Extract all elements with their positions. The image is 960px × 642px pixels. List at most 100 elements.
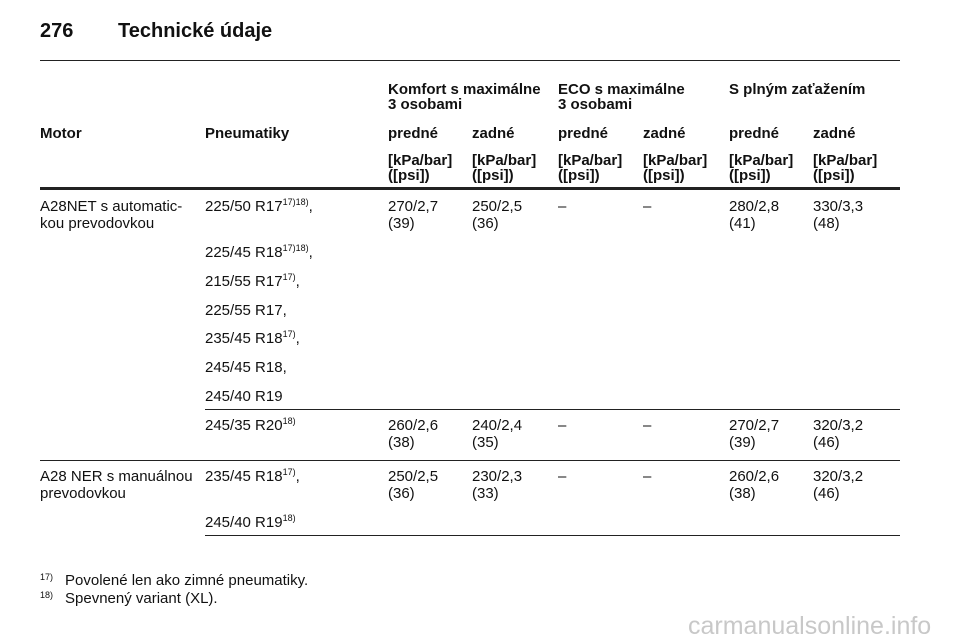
tire-text: 235/45 R18 [205, 468, 283, 485]
pressure-value: – [643, 417, 652, 434]
pressure-value: (35) [472, 434, 499, 451]
row-rule [40, 460, 900, 461]
tire-text: 245/45 R18, [205, 359, 287, 377]
tire-text: 245/40 R19 [205, 388, 283, 405]
row-rule [205, 409, 900, 410]
tire-text: 225/55 R17, [205, 301, 287, 319]
tire-suffix: , [308, 244, 313, 261]
motor: kou prevodovkou [40, 215, 155, 232]
pressure-value: (36) [472, 215, 499, 232]
page-title: Technické údaje [118, 20, 273, 42]
footnote-ref: 17) [282, 467, 296, 477]
column-header: zadné [472, 125, 515, 142]
column-header: zadné [643, 125, 686, 142]
tire-text: 245/35 R20 [205, 417, 283, 434]
unit-label: ([psi]) [388, 167, 430, 184]
group-header: 3 osobami [558, 96, 633, 113]
tire-size: 235/45 R1817), [205, 329, 300, 348]
column-header: predné [729, 125, 780, 142]
unit-label: [kPa/bar] [729, 152, 794, 169]
group-header: Komfort s maximálne [388, 81, 541, 98]
tire-text: 235/45 R18 [205, 330, 283, 348]
pressure-value: (46) [813, 434, 840, 451]
pressure-value: (46) [813, 485, 840, 502]
footnote-text: Povolené len ako zimné pneumatiky. [65, 572, 309, 589]
column-header: zadné [813, 125, 856, 142]
tire-size: 235/45 R1817), [205, 467, 300, 485]
pressure-value: (38) [729, 485, 756, 502]
watermark: carmanualsonline.info [688, 612, 932, 640]
pressure-value: 230/2,3 [472, 468, 523, 485]
tire-size: 245/35 R2018) [205, 416, 296, 434]
column-header: predné [558, 125, 609, 142]
pressure-value: (33) [472, 485, 499, 502]
motor: prevodovkou [40, 485, 126, 502]
table-header-rule [40, 187, 900, 190]
unit-label: [kPa/bar] [558, 152, 623, 169]
pressure-value: – [643, 198, 652, 215]
pressure-value: 260/2,6 [729, 468, 780, 485]
pressure-value: 320/3,2 [813, 417, 864, 434]
footnote-ref: 17)18) [282, 243, 309, 253]
pressure-value: – [643, 468, 652, 485]
unit-label: [kPa/bar] [643, 152, 708, 169]
column-header: Pneumatiky [205, 125, 290, 142]
pressure-value: (48) [813, 215, 840, 232]
pressure-value: (39) [729, 434, 756, 451]
row-rule [205, 535, 900, 536]
pressure-value: 240/2,4 [472, 417, 523, 434]
tire-text: 215/55 R17 [205, 272, 283, 290]
pressure-value: 320/3,2 [813, 468, 864, 485]
motor: A28 NER s manuálnou [40, 468, 193, 485]
footnote-text: Spevnený variant (XL). [65, 590, 218, 607]
tire-text: 225/45 R18 [205, 244, 283, 261]
unit-label: ([psi]) [472, 167, 514, 184]
footnote-ref: 17)18) [282, 197, 309, 207]
pressure-value: (38) [388, 434, 415, 451]
footnote-ref: 17) [282, 271, 296, 282]
pressure-value: (41) [729, 215, 756, 232]
pressure-value: 330/3,3 [813, 198, 864, 215]
pressure-value: 250/2,5 [388, 468, 439, 485]
pressure-value: (36) [388, 485, 415, 502]
tire-text: 225/50 R17 [205, 198, 283, 215]
footnote-ref: 18) [282, 513, 296, 523]
tire-suffix: , [308, 198, 313, 215]
group-header: ECO s maximálne [558, 81, 685, 98]
tire-size: 245/45 R18, [205, 360, 287, 376]
pressure-value: 250/2,5 [472, 198, 523, 215]
pressure-value: 270/2,7 [388, 198, 439, 215]
tire-size: 225/55 R17, [205, 301, 287, 319]
pressure-value: 270/2,7 [729, 417, 780, 434]
tire-suffix: , [295, 272, 300, 290]
tire-suffix: , [295, 468, 300, 485]
pressure-value: – [558, 198, 567, 215]
unit-label: ([psi]) [643, 167, 685, 184]
column-header: Motor [40, 125, 82, 142]
pressure-value: 260/2,6 [388, 417, 439, 434]
unit-label: [kPa/bar] [472, 152, 537, 169]
unit-label: ([psi]) [558, 167, 600, 184]
tire-suffix: , [295, 330, 300, 348]
footnote-mark: 17) [40, 572, 54, 582]
tire-size: 225/45 R1817)18), [205, 243, 313, 261]
group-header: 3 osobami [388, 96, 463, 113]
column-header: predné [388, 125, 439, 142]
header-rule [40, 60, 900, 61]
tire-size: 245/40 R1918) [205, 513, 296, 531]
footnote-ref: 17) [282, 329, 296, 340]
pressure-value: (39) [388, 215, 415, 232]
unit-label: ([psi]) [729, 167, 771, 184]
tire-size: 225/50 R1717)18), [205, 197, 313, 215]
tire-size: 215/55 R1717), [205, 271, 300, 290]
page-number: 276 [40, 20, 74, 42]
pressure-value: – [558, 468, 567, 485]
pressure-value: – [558, 417, 567, 434]
unit-label: ([psi]) [813, 167, 855, 184]
unit-label: [kPa/bar] [388, 152, 453, 169]
footnote-ref: 18) [282, 416, 296, 426]
tire-text: 245/40 R19 [205, 514, 283, 531]
pressure-value: 280/2,8 [729, 198, 780, 215]
motor: A28NET s automatic- [40, 198, 183, 215]
